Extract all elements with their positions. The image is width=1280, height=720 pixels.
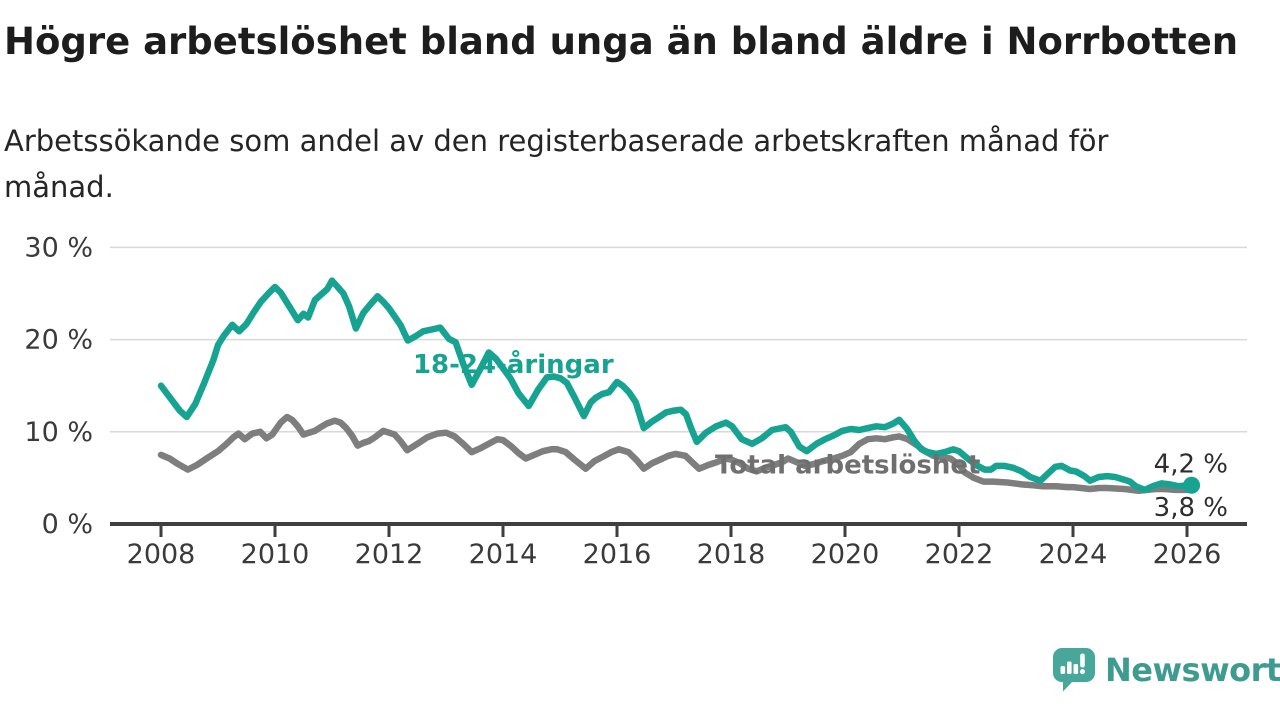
y-tick-label: 20 % (24, 325, 93, 356)
chart-subtitle: Arbetssökande som andel av den registerb… (4, 124, 1109, 204)
bar-1 (1060, 666, 1066, 674)
exclamation-dot (1080, 669, 1085, 675)
series-end-value-label: 3,8 % (1154, 493, 1228, 523)
y-tick-label: 30 % (24, 232, 93, 263)
page-title: Högre arbetslöshet bland unga än bland ä… (4, 20, 1239, 63)
series-line-total (157, 413, 1196, 495)
x-tick-label: 2008 (127, 539, 196, 570)
series-end-dot (1183, 476, 1201, 494)
y-tick-label: 10 % (24, 417, 93, 448)
exclamation-bar (1080, 653, 1085, 668)
series-name-label: Total arbetslöshet (715, 450, 980, 480)
x-tick-label: 2016 (583, 539, 652, 570)
x-tick-label: 2012 (355, 539, 424, 570)
y-tick-label: 0 % (42, 509, 93, 540)
series-end-value-label: 4,2 % (1154, 449, 1228, 479)
x-tick-label: 2018 (697, 539, 766, 570)
x-tick-label: 2022 (925, 539, 994, 570)
series-name-label: 18-24-åringar (413, 348, 614, 380)
x-tick-label: 2020 (811, 539, 880, 570)
x-tick-label: 2010 (241, 539, 310, 570)
newsworthy-branding: Newsworthy (1052, 645, 1280, 695)
bar-3 (1073, 664, 1079, 674)
newsworthy-wordmark: Newsworthy (1105, 651, 1280, 689)
bar-2 (1067, 661, 1072, 674)
series-line-youth (157, 277, 1195, 494)
x-tick-label: 2024 (1039, 539, 1108, 570)
x-tick-label: 2014 (469, 539, 538, 570)
x-tick-label: 2026 (1153, 539, 1222, 570)
newsworthy-logo-icon (1053, 648, 1095, 692)
